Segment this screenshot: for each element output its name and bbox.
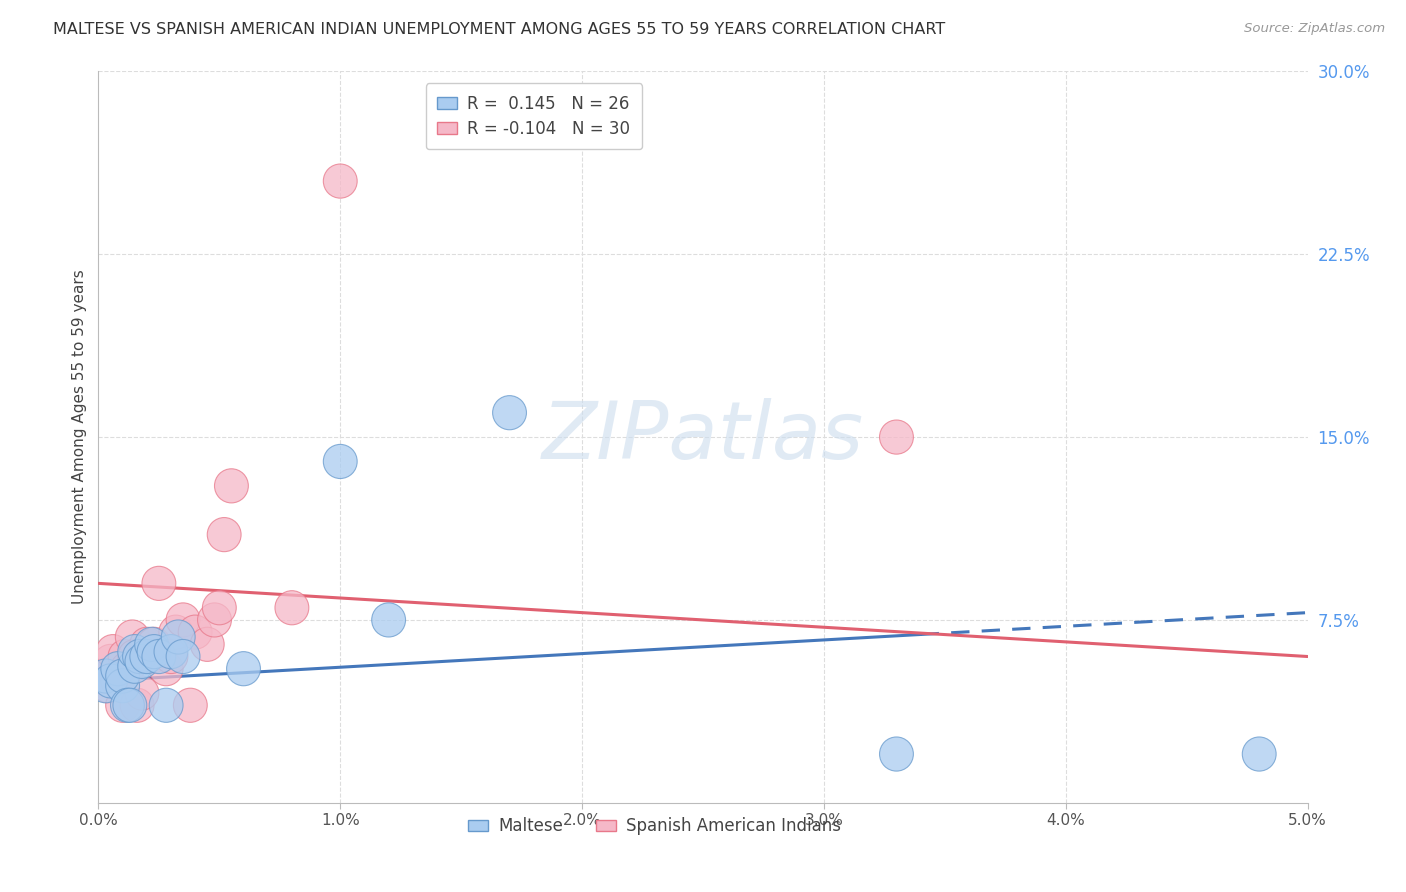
Ellipse shape (125, 644, 159, 679)
Y-axis label: Unemployment Among Ages 55 to 59 years: Unemployment Among Ages 55 to 59 years (72, 269, 87, 605)
Ellipse shape (112, 689, 146, 723)
Ellipse shape (226, 652, 260, 686)
Ellipse shape (276, 591, 309, 624)
Ellipse shape (880, 737, 914, 771)
Ellipse shape (149, 652, 183, 686)
Ellipse shape (101, 652, 135, 686)
Ellipse shape (173, 689, 207, 723)
Ellipse shape (207, 517, 240, 551)
Ellipse shape (880, 420, 914, 454)
Ellipse shape (166, 603, 200, 637)
Ellipse shape (142, 566, 176, 600)
Ellipse shape (190, 627, 224, 661)
Ellipse shape (111, 689, 145, 723)
Legend: Maltese, Spanish American Indians: Maltese, Spanish American Indians (461, 811, 848, 842)
Ellipse shape (105, 659, 139, 693)
Ellipse shape (91, 669, 125, 703)
Ellipse shape (166, 640, 200, 673)
Ellipse shape (492, 396, 526, 430)
Ellipse shape (215, 469, 249, 503)
Ellipse shape (159, 615, 193, 649)
Ellipse shape (135, 640, 169, 673)
Ellipse shape (142, 640, 176, 673)
Ellipse shape (162, 620, 195, 654)
Ellipse shape (138, 634, 172, 669)
Ellipse shape (1243, 737, 1277, 771)
Ellipse shape (125, 676, 159, 710)
Text: ZIPatlas: ZIPatlas (541, 398, 865, 476)
Ellipse shape (118, 634, 152, 669)
Ellipse shape (105, 669, 139, 703)
Ellipse shape (149, 689, 183, 723)
Ellipse shape (323, 164, 357, 198)
Ellipse shape (198, 603, 232, 637)
Ellipse shape (94, 644, 128, 679)
Text: MALTESE VS SPANISH AMERICAN INDIAN UNEMPLOYMENT AMONG AGES 55 TO 59 YEARS CORREL: MALTESE VS SPANISH AMERICAN INDIAN UNEMP… (53, 22, 946, 37)
Ellipse shape (138, 627, 172, 661)
Ellipse shape (101, 664, 135, 698)
Ellipse shape (108, 640, 142, 673)
Ellipse shape (96, 634, 129, 669)
Ellipse shape (155, 640, 188, 673)
Ellipse shape (135, 627, 169, 661)
Ellipse shape (129, 640, 163, 673)
Ellipse shape (122, 640, 156, 673)
Text: Source: ZipAtlas.com: Source: ZipAtlas.com (1244, 22, 1385, 36)
Ellipse shape (155, 634, 188, 669)
Ellipse shape (118, 640, 152, 673)
Ellipse shape (120, 689, 155, 723)
Ellipse shape (129, 627, 163, 661)
Ellipse shape (371, 603, 405, 637)
Ellipse shape (105, 689, 139, 723)
Ellipse shape (89, 659, 122, 693)
Ellipse shape (179, 615, 212, 649)
Ellipse shape (118, 649, 152, 683)
Ellipse shape (86, 659, 120, 693)
Ellipse shape (115, 620, 149, 654)
Ellipse shape (89, 669, 122, 703)
Ellipse shape (94, 664, 128, 698)
Ellipse shape (323, 444, 357, 478)
Ellipse shape (111, 652, 145, 686)
Ellipse shape (202, 591, 236, 624)
